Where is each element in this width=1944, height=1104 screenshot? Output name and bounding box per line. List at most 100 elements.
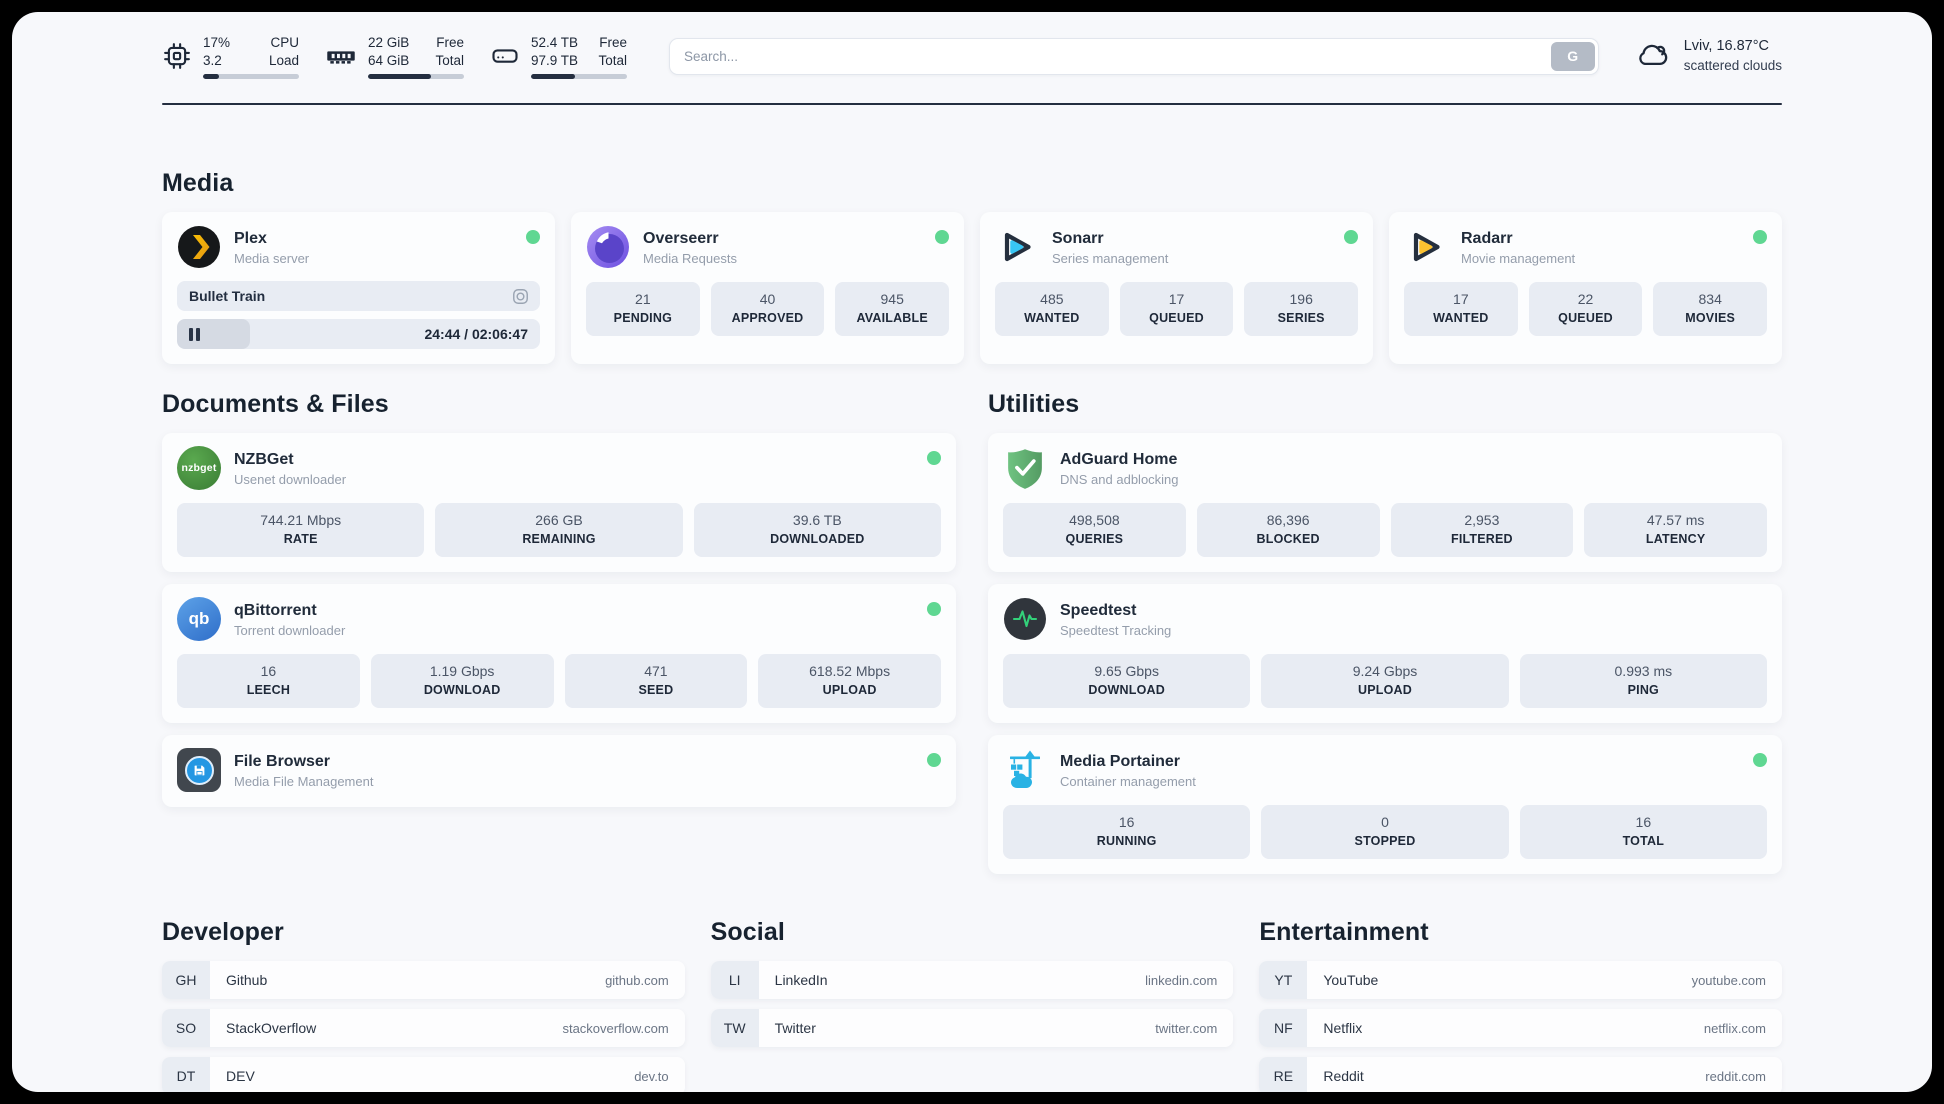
stat-upload: 9.24 Gbps UPLOAD	[1261, 654, 1509, 709]
section-title-media: Media	[162, 169, 234, 198]
app-name: AdGuard Home	[1060, 450, 1178, 468]
bookmark-url: dev.to	[634, 1068, 669, 1084]
bookmark-stackoverflow[interactable]: SO StackOverflow stackoverflow.com	[162, 1009, 685, 1048]
stat-label: WANTED	[1024, 310, 1080, 325]
stat-wanted: 17 WANTED	[1404, 282, 1518, 337]
stat-value: 834	[1698, 291, 1722, 308]
stat-rate: 744.21 Mbps RATE	[177, 503, 425, 558]
playback-time: 24:44 / 02:06:47	[424, 326, 528, 343]
app-card-nzbget[interactable]: nzbget NZBGet Usenet downloader 744.21 M…	[162, 433, 956, 573]
stat-value: 471	[644, 663, 668, 680]
bookmark-name: YouTube	[1323, 972, 1379, 989]
cloud-icon	[1633, 37, 1671, 76]
app-card-qbittorrent[interactable]: qb qBittorrent Torrent downloader 16 LEE…	[162, 584, 956, 724]
bookmark-github[interactable]: GH Github github.com	[162, 961, 685, 1000]
entertainment-column: Entertainment YT YouTube youtube.com NF …	[1259, 918, 1782, 1092]
bookmark-name: Reddit	[1323, 1068, 1364, 1085]
stat-value: 39.6 TB	[792, 512, 842, 529]
app-description: Series management	[1052, 250, 1169, 266]
speedtest-icon	[1003, 597, 1047, 641]
stat-movies: 834 MOVIES	[1653, 282, 1768, 337]
utilities-column: Utilities	[988, 390, 1782, 875]
disk-free-value: 52.4 TB	[531, 35, 579, 50]
bookmark-name: Github	[226, 972, 268, 989]
playback-progress-fill	[177, 319, 250, 350]
status-indicator	[1753, 753, 1767, 768]
stat-value: 498,508	[1069, 512, 1120, 529]
stat-remaining: 266 GB REMAINING	[435, 503, 683, 558]
stat-label: DOWNLOAD	[1088, 682, 1165, 697]
app-card-adguard[interactable]: AdGuard Home DNS and adblocking 498,508 …	[988, 433, 1782, 573]
app-description: Media server	[234, 250, 310, 266]
plex-icon	[177, 225, 221, 269]
stat-label: BLOCKED	[1256, 531, 1320, 546]
disk-progress-track	[531, 74, 627, 79]
stat-value: 2,953	[1464, 512, 1500, 529]
stat-label: QUEUED	[1558, 310, 1613, 325]
bookmark-name: StackOverflow	[226, 1020, 317, 1037]
app-card-radarr[interactable]: Radarr Movie management 17 WANTED 22 QUE…	[1389, 212, 1782, 365]
stat-queries: 498,508 QUERIES	[1003, 503, 1186, 558]
bookmark-url: reddit.com	[1705, 1068, 1766, 1084]
app-description: Torrent downloader	[234, 622, 346, 638]
bookmark-youtube[interactable]: YT YouTube youtube.com	[1259, 961, 1782, 1000]
status-indicator	[1753, 230, 1767, 245]
stat-label: RUNNING	[1096, 833, 1157, 848]
app-card-sonarr[interactable]: Sonarr Series management 485 WANTED 17 Q…	[980, 212, 1373, 365]
developer-column: Developer GH Github github.com SO StackO…	[162, 918, 685, 1092]
media-grid: Plex Media server Bullet Train	[162, 212, 1782, 365]
stat-value: 47.57 ms	[1646, 512, 1705, 529]
bookmark-tag: LI	[710, 961, 759, 1000]
stat-label: RATE	[283, 531, 318, 546]
overseerr-icon	[586, 225, 630, 269]
ram-icon	[325, 40, 357, 72]
app-description: DNS and adblocking	[1060, 471, 1179, 487]
stat-queued: 17 QUEUED	[1119, 282, 1234, 337]
app-card-plex[interactable]: Plex Media server Bullet Train	[162, 212, 555, 365]
status-indicator	[1344, 230, 1358, 245]
stat-label: TOTAL	[1622, 833, 1665, 848]
bookmark-netflix[interactable]: NF Netflix netflix.com	[1259, 1009, 1782, 1048]
now-playing-title: Bullet Train	[189, 288, 266, 305]
radarr-icon	[1404, 225, 1448, 269]
app-card-speedtest[interactable]: Speedtest Speedtest Tracking 9.65 Gbps D…	[988, 584, 1782, 724]
bookmark-url: youtube.com	[1691, 972, 1766, 988]
ram-progress-fill	[368, 74, 432, 79]
disk-total-value: 97.9 TB	[531, 52, 579, 68]
app-description: Usenet downloader	[234, 471, 347, 487]
search-input[interactable]	[669, 37, 1599, 75]
bookmark-reddit[interactable]: RE Reddit reddit.com	[1259, 1057, 1782, 1092]
app-name: Sonarr	[1052, 229, 1104, 247]
stat-label: MOVIES	[1685, 310, 1736, 325]
status-indicator	[526, 230, 540, 245]
bookmark-url: twitter.com	[1155, 1020, 1218, 1036]
app-card-portainer[interactable]: Media Portainer Container management 16 …	[988, 735, 1782, 875]
bookmark-tag: RE	[1259, 1057, 1308, 1092]
stat-blocked: 86,396 BLOCKED	[1196, 503, 1380, 558]
session-icon[interactable]	[511, 287, 530, 306]
stat-value: 0	[1381, 814, 1389, 831]
bookmark-tag: NF	[1259, 1009, 1308, 1048]
weather-widget: Lviv, 16.87°C scattered clouds	[1633, 37, 1782, 76]
app-card-filebrowser[interactable]: File Browser Media File Management	[162, 735, 956, 808]
bookmark-url: netflix.com	[1703, 1020, 1766, 1036]
stat-value: 16	[1118, 814, 1135, 831]
pause-icon[interactable]	[189, 327, 200, 341]
bookmark-dev[interactable]: DT DEV dev.to	[162, 1057, 685, 1092]
bookmark-twitter[interactable]: TW Twitter twitter.com	[710, 1009, 1234, 1048]
playback-bar[interactable]: 24:44 / 02:06:47	[177, 319, 540, 350]
stat-approved: 40 APPROVED	[710, 282, 825, 337]
search-engine-button[interactable]: G	[1550, 41, 1595, 71]
disk-total-label: Total	[598, 52, 627, 68]
stat-filtered: 2,953 FILTERED	[1390, 503, 1574, 558]
stat-value: 0.993 ms	[1614, 663, 1673, 680]
bookmark-tag: TW	[710, 1009, 759, 1048]
portainer-icon	[1003, 748, 1047, 792]
app-name: Plex	[234, 229, 267, 247]
bookmark-linkedin[interactable]: LI LinkedIn linkedin.com	[710, 961, 1234, 1000]
stat-upload: 618.52 Mbps UPLOAD	[758, 654, 941, 709]
bookmark-tag: DT	[162, 1057, 210, 1092]
app-name: File Browser	[234, 752, 331, 770]
app-card-overseerr[interactable]: Overseerr Media Requests 21 PENDING 40 A…	[571, 212, 964, 365]
app-description: Movie management	[1461, 250, 1576, 266]
